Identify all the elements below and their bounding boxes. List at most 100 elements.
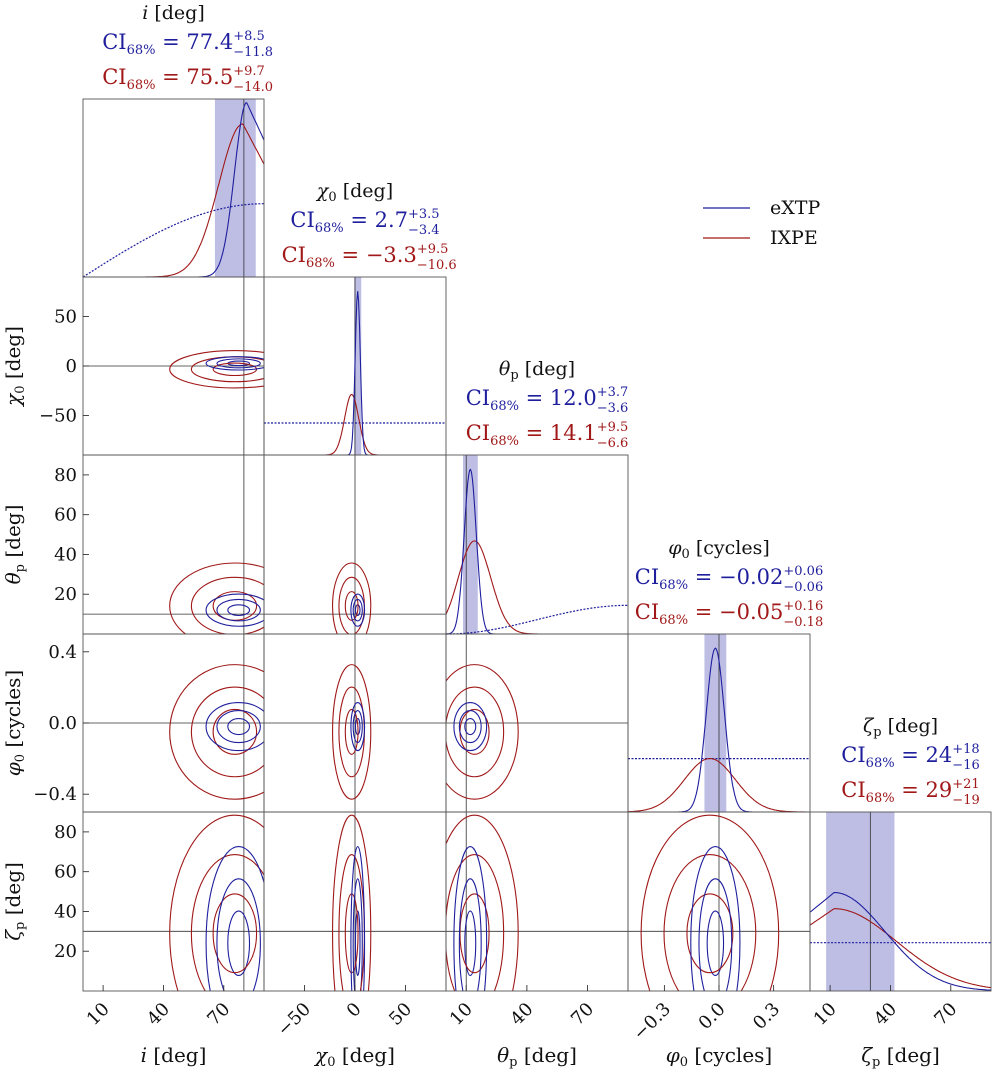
- panel-phi0-zetap: [627, 811, 811, 992]
- panel-frame-i-thetap: [82, 454, 265, 635]
- xtick-label-phi0-2: 0.3: [749, 999, 784, 1034]
- xlabel-chi0: χ0 [deg]: [313, 1043, 395, 1070]
- ixpe-ci-chi0: CI68% = −3.3+9.5: [282, 242, 449, 271]
- extp-ci-phi0: CI68% = −0.02+0.06: [635, 564, 823, 593]
- ytick-label-thetap-0: 80: [54, 465, 77, 486]
- legend: eXTP IXPE: [703, 197, 820, 249]
- ytick-label-phi0-0: 0.4: [48, 642, 77, 663]
- ixpe-ci-i-minus: −14.0: [233, 80, 273, 95]
- ixpe-contour-i-zetap-1: [212, 893, 258, 974]
- ixpe-contour-i-thetap-2: [190, 576, 264, 634]
- ytick-label-phi0-1: 0.0: [48, 713, 77, 734]
- extp-contour-chi0-zetap-2: [352, 878, 363, 991]
- ixpe-contour-i-phi0-3: [169, 664, 264, 800]
- ixpe-contour-phi0-zetap-3: [640, 814, 780, 991]
- ixpe-contour-thetap-zetap-2: [446, 854, 505, 991]
- extp-marginal-zetap: [809, 892, 992, 991]
- xtick-label-i-0: 10: [83, 999, 114, 1030]
- prior-curve-i: [82, 203, 264, 278]
- ixpe-ci-i: CI68% = 75.5+9.7: [102, 64, 265, 93]
- extp-contour-i-zetap-2: [216, 878, 261, 991]
- extp-contour-phi0-zetap-2: [698, 878, 733, 991]
- xtick-label-zetap-1: 40: [870, 999, 901, 1030]
- ixpe-contour-phi0-zetap-1: [686, 893, 734, 974]
- ylabel-chi0: χ0 [deg]: [1, 326, 28, 408]
- ixpe-marginal-zetap: [809, 908, 992, 989]
- extp-contour-i-zetap-3: [205, 846, 264, 991]
- ixpe-ci-thetap: CI68% = 14.1+9.5: [466, 420, 629, 449]
- panel-thetap-zetap: [445, 811, 629, 992]
- extp-contour-i-thetap-1: [227, 604, 251, 617]
- panel-title-thetap: θp [deg]: [499, 358, 575, 383]
- diag-panel-zetap: ζp [deg]CI68% = 24+18−16 CI68% = 29+21−19: [809, 715, 992, 992]
- ytick-label-chi0-2: −50: [39, 405, 77, 426]
- extp-ci-zetap: CI68% = 24+18: [841, 742, 979, 771]
- ixpe-ci-thetap-minus: −6.6: [597, 436, 629, 451]
- panel-title-zetap: ζp [deg]: [863, 715, 938, 740]
- extp-contour-i-chi0-2: [216, 358, 261, 369]
- ixpe-contour-chi0-thetap-3: [332, 562, 372, 634]
- xtick-label-i-2: 70: [203, 999, 234, 1030]
- ci-band-i: [214, 99, 256, 277]
- extp-contour-chi0-phi0-3: [350, 701, 366, 752]
- xtick-label-zetap-2: 70: [930, 999, 961, 1030]
- ixpe-contour-chi0-phi0-2: [338, 686, 365, 778]
- ixpe-ci-phi0-minus: −0.18: [783, 615, 823, 630]
- ytick-label-zetap-1: 60: [54, 862, 77, 883]
- diag-panel-chi0: χ0 [deg]CI68% = 2.7+3.5−3.4 CI68% = −3.3+…: [263, 180, 457, 456]
- ixpe-contour-i-thetap-3: [169, 562, 264, 634]
- panel-title-i: i [deg]: [142, 2, 205, 24]
- ixpe-ci-chi0-minus: −10.6: [417, 258, 457, 273]
- extp-ci-i: CI68% = 77.4+8.5: [102, 29, 265, 58]
- panel-i-chi0: [82, 276, 265, 456]
- panel-title-chi0: χ0 [deg]: [315, 180, 393, 205]
- xtick-label-zetap-0: 10: [810, 999, 841, 1030]
- ixpe-contour-thetap-phi0-3: [446, 664, 519, 800]
- extp-contour-chi0-zetap-1: [354, 910, 361, 977]
- diag-panel-phi0: φ0 [cycles]CI68% = −0.02+0.06−0.06 CI68% …: [627, 537, 823, 813]
- ixpe-ci-phi0: CI68% = −0.05+0.16: [635, 599, 823, 628]
- xlabel-phi0: φ0 [cycles]: [666, 1043, 772, 1070]
- ytick-label-phi0-2: −0.4: [33, 784, 77, 805]
- ci-band-chi0: [354, 277, 362, 455]
- xtick-label-chi0-0: −50: [273, 999, 315, 1041]
- ixpe-contour-i-chi0-2: [190, 356, 264, 383]
- panel-i-thetap: [82, 454, 265, 635]
- ytick-label-thetap-3: 20: [54, 584, 77, 605]
- ixpe-contour-i-phi0-2: [190, 686, 264, 778]
- xlabel-i: i [deg]: [141, 1043, 207, 1067]
- prior-curve-thetap: [446, 604, 628, 635]
- xtick-label-i-1: 40: [143, 999, 174, 1030]
- ixpe-contour-chi0-zetap-3: [332, 814, 372, 991]
- ytick-label-zetap-0: 80: [54, 822, 77, 843]
- ixpe-contour-chi0-phi0-3: [332, 664, 372, 800]
- diag-panel-thetap: θp [deg]CI68% = 12.0+3.7−3.6 CI68% = 14.1…: [445, 358, 629, 635]
- extp-contour-phi0-zetap-1: [706, 910, 725, 977]
- extp-contour-chi0-phi0-2: [352, 709, 363, 744]
- extp-contour-thetap-zetap-2: [458, 878, 482, 991]
- ytick-label-thetap-1: 60: [54, 505, 77, 526]
- extp-contour-chi0-thetap-3: [350, 593, 366, 627]
- extp-ci-zetap-minus: −16: [952, 758, 979, 773]
- extp-contour-thetap-phi0-1: [464, 717, 477, 736]
- extp-contour-i-chi0-3: [205, 356, 264, 371]
- ixpe-contour-thetap-phi0-2: [446, 686, 505, 778]
- ixpe-contour-chi0-thetap-1: [344, 591, 359, 621]
- ytick-label-zetap-2: 40: [54, 901, 77, 922]
- panel-frame-thetap-zetap: [445, 811, 629, 992]
- extp-ci-i-minus: −11.8: [233, 45, 273, 60]
- xtick-label-chi0-2: 50: [385, 999, 416, 1030]
- extp-contour-thetap-zetap-1: [464, 910, 477, 977]
- ixpe-contour-i-zetap-2: [190, 854, 264, 991]
- extp-contour-thetap-phi0-3: [453, 701, 488, 752]
- extp-ci-phi0-minus: −0.06: [783, 580, 823, 595]
- ytick-label-thetap-2: 40: [54, 544, 77, 565]
- extp-contour-phi0-zetap-3: [690, 846, 741, 991]
- legend-label-eXTP: eXTP: [770, 197, 820, 219]
- ixpe-contour-i-phi0-1: [212, 708, 258, 755]
- extp-contour-i-phi0-2: [216, 709, 261, 744]
- panel-chi0-phi0: [263, 633, 447, 813]
- xtick-label-phi0-0: −0.3: [629, 999, 675, 1045]
- xlabel-zetap: ζp [deg]: [861, 1043, 940, 1070]
